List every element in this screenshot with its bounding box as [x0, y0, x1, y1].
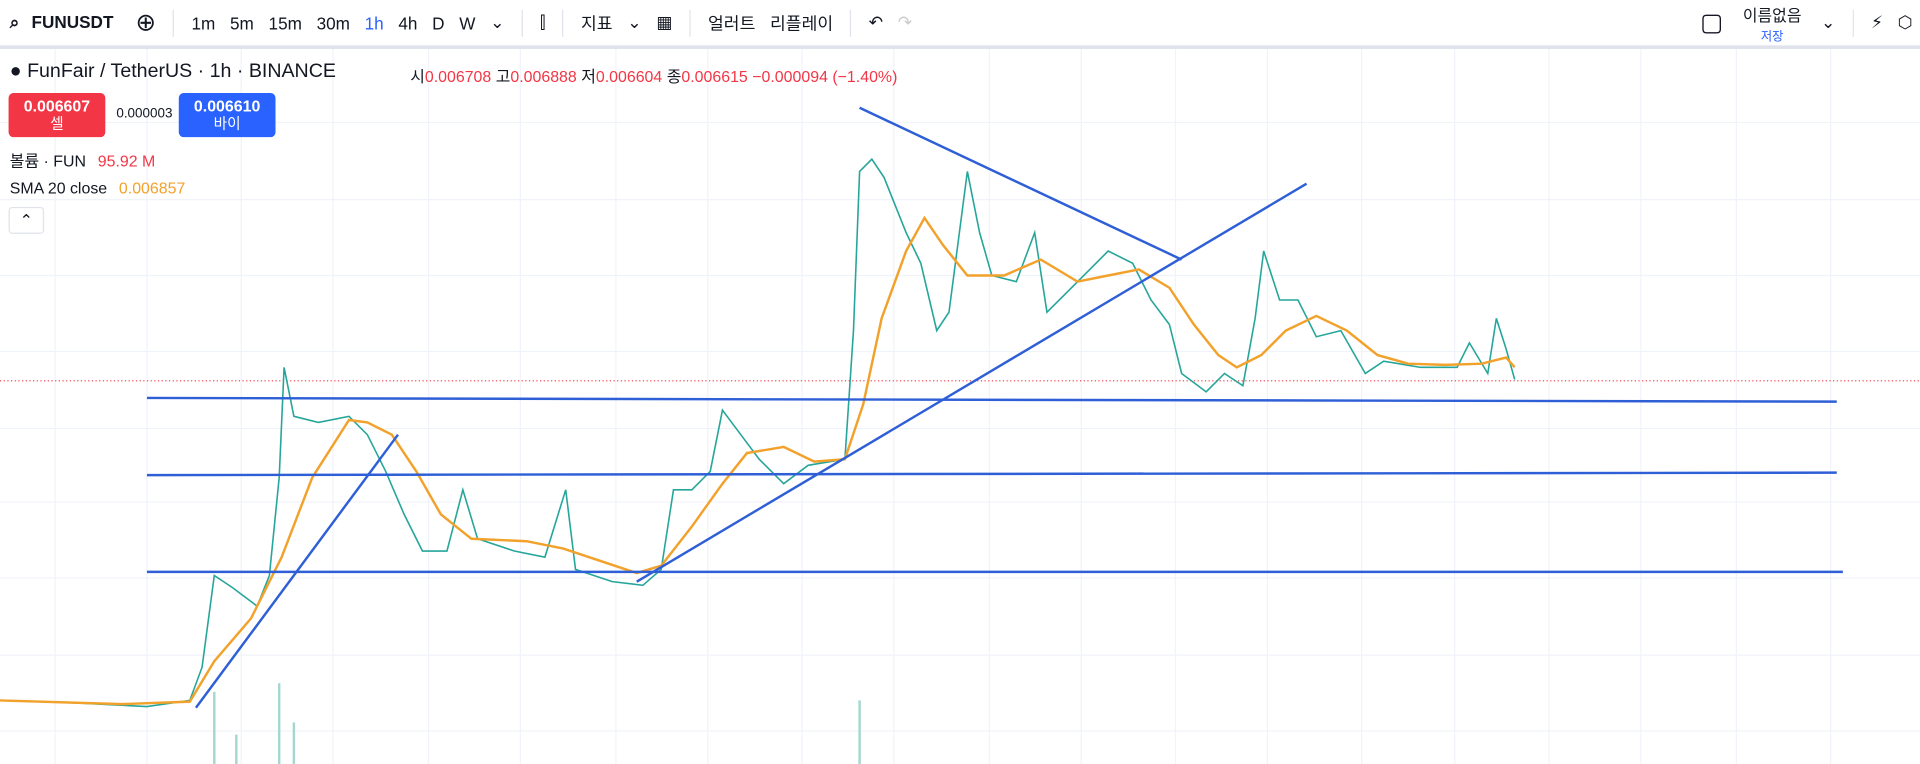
- ohlc-value: 0.006604: [595, 67, 663, 86]
- save: 저장: [1760, 30, 1784, 44]
- chart: [0, 48, 1920, 764]
- sma-value: 0.006857: [118, 178, 186, 198]
- interval[interactable]: W: [459, 12, 476, 33]
- alert[interactable]: 얼러트: [708, 12, 756, 33]
- sell-button[interactable]: 0.006607 셀: [8, 93, 106, 138]
- grid: [0, 48, 1920, 764]
- buy-price: 0.006610: [193, 96, 261, 116]
- buy-button[interactable]: 0.006610 바이: [178, 93, 276, 138]
- ohlc: 시0.006708 고0.006888 저0.006604 종0.006615 …: [410, 64, 897, 87]
- indicators-menu[interactable]: ⌄: [627, 12, 642, 32]
- drawings: [146, 106, 1843, 709]
- title: FunFair / TetherUS · 1h · BINANCE: [27, 61, 336, 83]
- interval[interactable]: 15m: [268, 12, 302, 33]
- buy-label: 바이: [213, 115, 241, 133]
- settings[interactable]: ⬡: [1897, 12, 1913, 32]
- layouts[interactable]: ▦: [656, 12, 673, 32]
- interval[interactable]: 30m: [316, 12, 350, 33]
- ohlc-label: 고: [495, 67, 511, 86]
- redo[interactable]: ↷: [897, 12, 913, 32]
- sma-line: [0, 215, 1516, 706]
- user[interactable]: 이름없음 저장: [1743, 2, 1802, 44]
- sell-price: 0.006607: [23, 96, 91, 116]
- quick[interactable]: ⚡: [1870, 12, 1883, 32]
- change: −0.000094 (−1.40%): [752, 67, 898, 86]
- volume-label: 볼륨 · FUN: [9, 151, 86, 171]
- toolbar: ⌕ FUNUSDT ⊕ 1m 5m 15m 30m 1h 4h D W ⌄ ⫿ …: [0, 0, 1920, 49]
- volume: [213, 683, 861, 764]
- replay[interactable]: 리플레이: [770, 12, 834, 33]
- add-symbol[interactable]: ⊕: [135, 9, 156, 37]
- sma-label: SMA 20 close: [9, 178, 108, 198]
- interval[interactable]: 4h: [398, 12, 418, 33]
- user-menu[interactable]: ⌄: [1821, 12, 1836, 32]
- indicators[interactable]: 지표: [581, 12, 613, 33]
- ohlc-label: 종: [666, 67, 682, 86]
- ohlc-value: 0.006888: [510, 67, 577, 86]
- layout-box[interactable]: ▢: [1700, 9, 1724, 37]
- interval[interactable]: 5m: [230, 12, 254, 33]
- symbol[interactable]: ⌕ FUNUSDT: [9, 12, 114, 32]
- interval[interactable]: 1h: [364, 12, 384, 33]
- interval[interactable]: 1m: [191, 12, 216, 33]
- spread: 0.000003: [116, 106, 173, 122]
- legend-title: ● FunFair / TetherUS · 1h · BINANCE: [9, 61, 336, 83]
- ohlc-label: 저: [581, 67, 596, 86]
- price-series: [0, 157, 1516, 708]
- chart-type[interactable]: ⫿: [540, 12, 546, 32]
- ohlc-value: 0.006615: [681, 67, 748, 86]
- volume-value: 95.92 M: [97, 151, 156, 171]
- ohlc-value: 0.006708: [424, 67, 492, 86]
- interval[interactable]: D: [432, 12, 445, 33]
- user-name: 이름없음: [1742, 5, 1802, 24]
- volume-legend: 볼륨 · FUN 95.92 M: [10, 148, 155, 171]
- sell-label: 셀: [50, 115, 64, 133]
- sma-legend: SMA 20 close 0.006857: [10, 179, 186, 197]
- undo[interactable]: ↶: [868, 12, 884, 32]
- interval-menu[interactable]: ⌄: [490, 12, 505, 32]
- ohlc-label: 시: [410, 67, 425, 86]
- collapse[interactable]: ⌃: [8, 206, 45, 234]
